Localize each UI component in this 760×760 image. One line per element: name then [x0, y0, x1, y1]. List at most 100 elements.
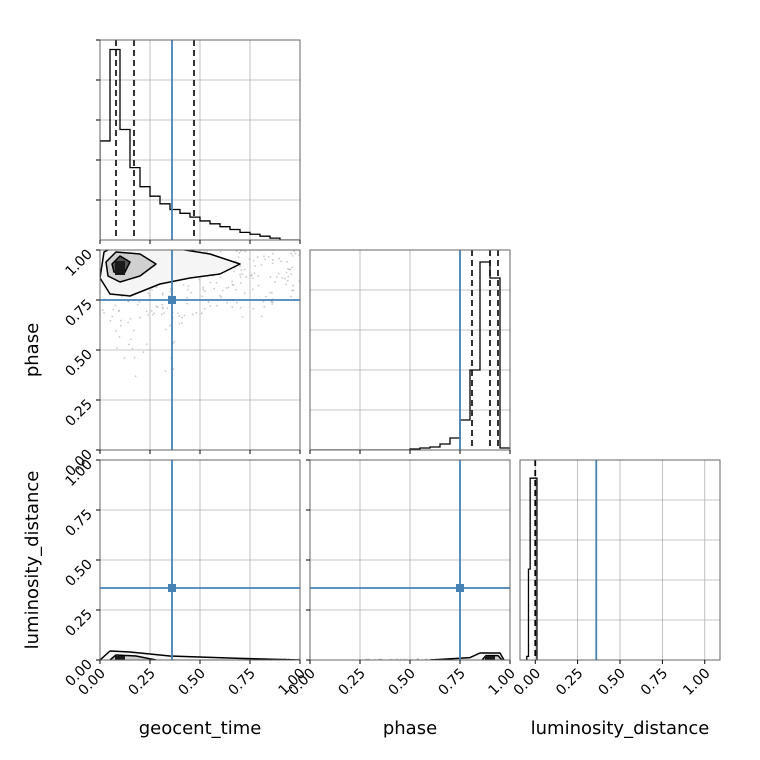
x-tick-label: 0.50: [175, 666, 208, 699]
scatter-point: [195, 311, 198, 314]
xlabel-col-1: phase: [383, 718, 437, 739]
scatter-point: [180, 322, 183, 325]
scatter-point: [138, 316, 141, 319]
scatter-point: [281, 276, 284, 279]
scatter-point: [290, 273, 293, 276]
scatter-point: [294, 252, 297, 255]
scatter-point: [155, 286, 158, 289]
scatter-point: [288, 268, 291, 271]
scatter-point: [165, 328, 167, 331]
scatter-point: [291, 266, 294, 269]
scatter-point: [215, 281, 218, 284]
scatter-point: [200, 312, 203, 315]
x-tick-label: 1.00: [485, 666, 518, 699]
scatter-point: [231, 283, 234, 286]
scatter-point: [114, 304, 117, 307]
scatter-point: [239, 250, 242, 252]
scatter-point: [269, 291, 272, 294]
scatter-point: [219, 250, 222, 253]
scatter-point: [271, 259, 274, 261]
scatter-point: [275, 275, 278, 278]
scatter-point: [263, 305, 266, 308]
x-tick-label: 0.50: [385, 666, 418, 699]
scatter-point: [287, 268, 289, 270]
scatter-point: [290, 252, 292, 255]
scatter-point: [109, 319, 112, 322]
histogram-luminosity_distance: [526, 477, 538, 660]
scatter-point: [238, 251, 241, 254]
scatter-point: [209, 305, 212, 307]
scatter-point: [161, 306, 164, 309]
scatter-point: [221, 289, 224, 292]
xlabel-col-2: luminosity_distance: [531, 718, 710, 739]
scatter-point: [245, 276, 248, 278]
scatter-point: [187, 285, 190, 287]
scatter-point: [291, 289, 293, 292]
scatter-point: [103, 311, 105, 314]
scatter-point: [136, 303, 139, 306]
panel-content: [310, 460, 510, 660]
scatter-point: [219, 294, 222, 297]
scatter-point: [147, 292, 150, 295]
scatter-point: [271, 301, 274, 304]
x-tick-label: 0.50: [595, 666, 628, 699]
scatter-point: [270, 291, 273, 294]
scatter-point: [213, 287, 216, 290]
scatter-point: [127, 321, 129, 324]
scatter-point: [252, 259, 255, 262]
scatter-point: [235, 250, 238, 252]
scatter-point: [262, 300, 265, 303]
scatter-point: [239, 282, 242, 284]
scatter-point: [112, 308, 115, 311]
scatter-point: [257, 275, 260, 277]
scatter-point: [264, 295, 267, 298]
x-tick-label: 0.00: [285, 666, 318, 699]
scatter-point: [134, 375, 137, 378]
scatter-point: [220, 296, 223, 299]
scatter-point: [116, 347, 118, 349]
y-tick-label: 0.25: [62, 397, 95, 430]
scatter-point: [278, 257, 280, 260]
scatter-point: [150, 310, 153, 312]
scatter-point: [142, 351, 145, 354]
scatter-point: [234, 289, 237, 291]
scatter-point: [186, 302, 189, 305]
x-tick-label: 0.25: [125, 666, 158, 699]
density-core: [485, 656, 495, 660]
scatter-point: [237, 256, 240, 258]
scatter-point: [101, 309, 104, 311]
scatter-point: [117, 310, 120, 313]
panel-2-0: 0.00 0.25 0.50 0.75 1.000.000.250.500.751.00: [62, 457, 308, 699]
scatter-point: [231, 306, 234, 308]
scatter-point: [160, 313, 163, 316]
scatter-point: [161, 292, 164, 295]
scatter-point: [182, 284, 185, 286]
scatter-point: [250, 275, 252, 277]
truth-marker: [168, 584, 176, 592]
scatter-point: [205, 250, 208, 253]
scatter-point: [111, 315, 114, 318]
scatter-point: [271, 252, 274, 255]
scatter-point: [286, 279, 289, 282]
scatter-point: [231, 280, 234, 283]
scatter-point: [239, 306, 242, 309]
scatter-point: [178, 322, 181, 325]
scatter-point: [285, 283, 288, 286]
scatter-point: [292, 289, 295, 292]
scatter-point: [285, 271, 288, 274]
scatter-point: [151, 314, 154, 316]
scatter-point: [202, 286, 205, 289]
panel-0-0: [96, 39, 301, 244]
scatter-point: [161, 294, 164, 296]
scatter-point: [277, 272, 280, 275]
scatter-point: [166, 307, 169, 310]
scatter-point: [172, 368, 175, 370]
scatter-point: [251, 288, 254, 291]
scatter-point: [161, 303, 164, 306]
x-tick-label: 0.75: [435, 666, 468, 699]
scatter-point: [115, 329, 117, 332]
contour-outer: [100, 650, 300, 660]
y-tick-label: 0.50: [62, 347, 95, 380]
scatter-point: [173, 340, 176, 343]
scatter-point: [147, 313, 150, 316]
